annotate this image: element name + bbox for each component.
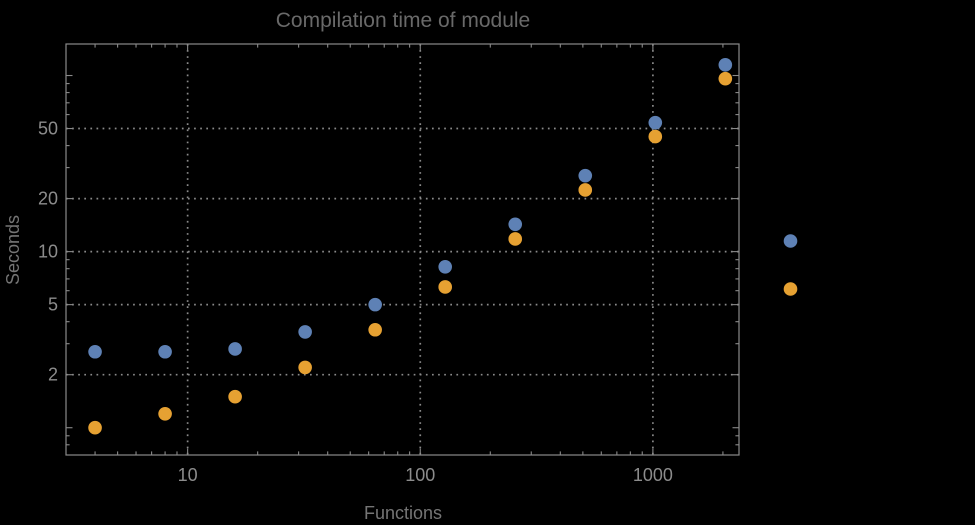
y-tick-label: 2 — [48, 365, 58, 385]
data-point-series-1 — [508, 217, 523, 232]
x-tick-label: 10 — [178, 465, 198, 485]
axis-ticks-layer — [66, 44, 739, 455]
data-point-series-2 — [648, 129, 663, 144]
data-points-layer — [88, 58, 733, 435]
x-tick-label: 1000 — [633, 465, 673, 485]
data-point-series-2 — [158, 406, 172, 421]
x-axis-label: Functions — [364, 503, 442, 523]
data-point-series-2 — [298, 360, 312, 375]
data-point-series-2 — [438, 280, 453, 294]
data-point-series-2 — [578, 183, 593, 197]
data-point-series-1 — [578, 168, 593, 183]
plot-frame-layer — [65, 43, 740, 456]
gridlines-layer — [66, 44, 739, 455]
data-point-series-1 — [648, 115, 663, 130]
y-tick-label: 50 — [38, 119, 58, 139]
data-point-series-1 — [88, 344, 102, 359]
plot-frame — [65, 43, 740, 456]
legend-layer — [783, 234, 798, 296]
data-point-series-2 — [88, 420, 102, 435]
y-axis-label: Seconds — [3, 215, 23, 285]
y-tick-label: 5 — [48, 295, 58, 315]
data-point-series-1 — [228, 342, 242, 356]
legend-marker-series-2 — [783, 282, 798, 296]
data-point-series-1 — [368, 297, 382, 312]
y-tick-label: 20 — [38, 189, 58, 209]
data-point-series-2 — [508, 232, 523, 246]
data-point-series-2 — [228, 389, 242, 404]
data-point-series-2 — [368, 322, 382, 337]
data-point-series-1 — [718, 58, 733, 72]
tick-labels-layer: 10 100 1000 50 20 10 5 2 — [38, 119, 673, 485]
data-point-series-2 — [718, 71, 733, 86]
y-tick-label: 10 — [38, 242, 58, 262]
data-point-series-1 — [438, 259, 453, 274]
legend-marker-series-1 — [783, 234, 798, 248]
chart-title: Compilation time of module — [276, 9, 530, 32]
data-point-series-1 — [158, 344, 172, 359]
data-point-series-1 — [298, 325, 312, 339]
x-tick-label: 100 — [405, 465, 435, 485]
